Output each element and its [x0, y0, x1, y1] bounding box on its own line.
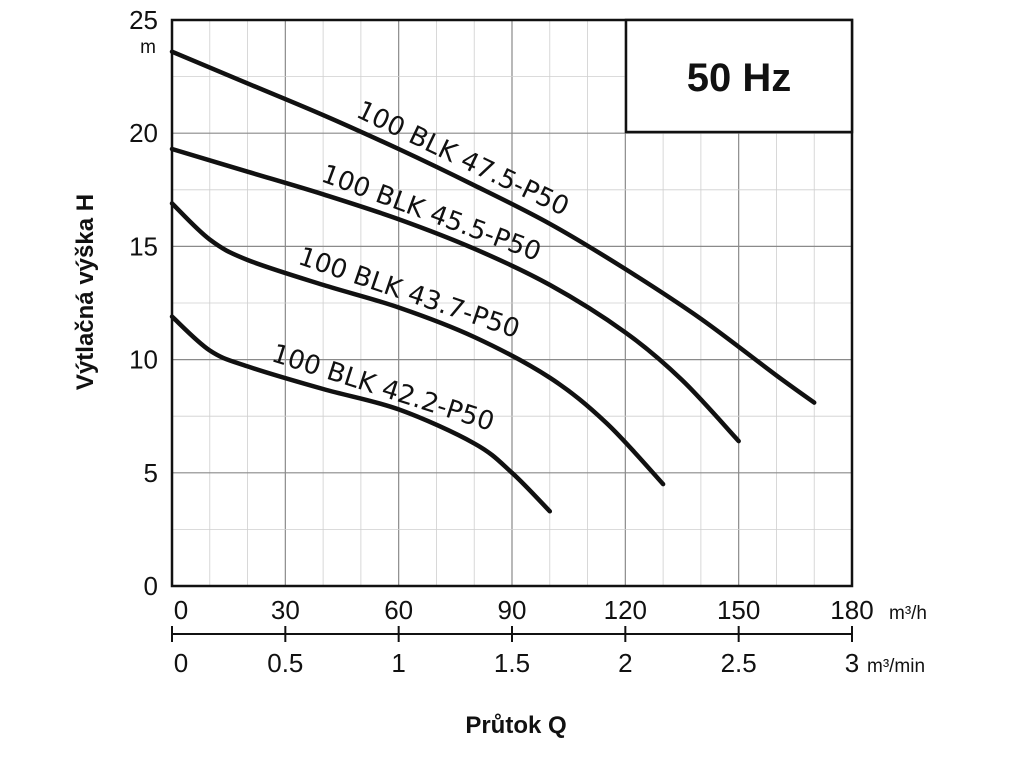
- x-tick-label-m3h: 120: [604, 595, 647, 625]
- x-axis-title: Průtok Q: [465, 712, 566, 739]
- pump-curve-line: [169, 314, 553, 514]
- x-tick-label-m3min: 2.5: [721, 648, 757, 678]
- plot-frame: [170, 18, 854, 588]
- y-tick-label: 25: [129, 5, 158, 35]
- x-tick-label-m3h: 150: [717, 595, 760, 625]
- x-axis-flow-m3h-unit: m³/h: [889, 603, 927, 624]
- y-tick-label: 10: [129, 345, 158, 375]
- x-tick-label-m3min: 1.5: [494, 648, 530, 678]
- x-tick-label-m3h: 0: [174, 595, 188, 625]
- x-axis-flow-m3h-ticks: 0 30 60 90 120 150 180: [174, 595, 874, 625]
- y-tick-label: 20: [129, 118, 158, 148]
- x-tick-label-m3min: 3: [845, 648, 859, 678]
- x-tick-label-m3h: 180: [830, 595, 873, 625]
- pump-curve-line: [169, 49, 817, 405]
- x-tick-label-m3min: 1: [391, 648, 405, 678]
- y-tick-label: 5: [144, 458, 158, 488]
- y-tick-label: 0: [144, 571, 158, 601]
- y-axis-ticks: 0 5 10 15 20 25: [129, 5, 158, 601]
- x-axis-flow-m3min: 0 0.5 1 1.5 2 2.5 3: [171, 626, 859, 678]
- x-tick-label-m3min: 0.5: [267, 648, 303, 678]
- y-axis-unit: m: [140, 37, 156, 58]
- x-tick-label-m3min: 0: [174, 648, 188, 678]
- y-tick-label: 15: [129, 231, 158, 261]
- pump-curve-line: [169, 201, 666, 487]
- frequency-box: 50 Hz: [624, 18, 854, 134]
- frequency-label: 50 Hz: [687, 56, 792, 100]
- x-tick-label-m3h: 90: [498, 595, 527, 625]
- x-axis-flow-m3min-unit: m³/min: [867, 656, 925, 677]
- pump-curve-label: 100 BLK 42.2-P50: [268, 339, 498, 438]
- x-tick-label-m3min: 2: [618, 648, 632, 678]
- x-tick-label-m3h: 60: [384, 595, 413, 625]
- pump-curve-line: [169, 146, 741, 444]
- y-axis-title: Výtlačná výška H: [72, 194, 99, 390]
- x-tick-label-m3h: 30: [271, 595, 300, 625]
- pump-curves: [169, 49, 817, 514]
